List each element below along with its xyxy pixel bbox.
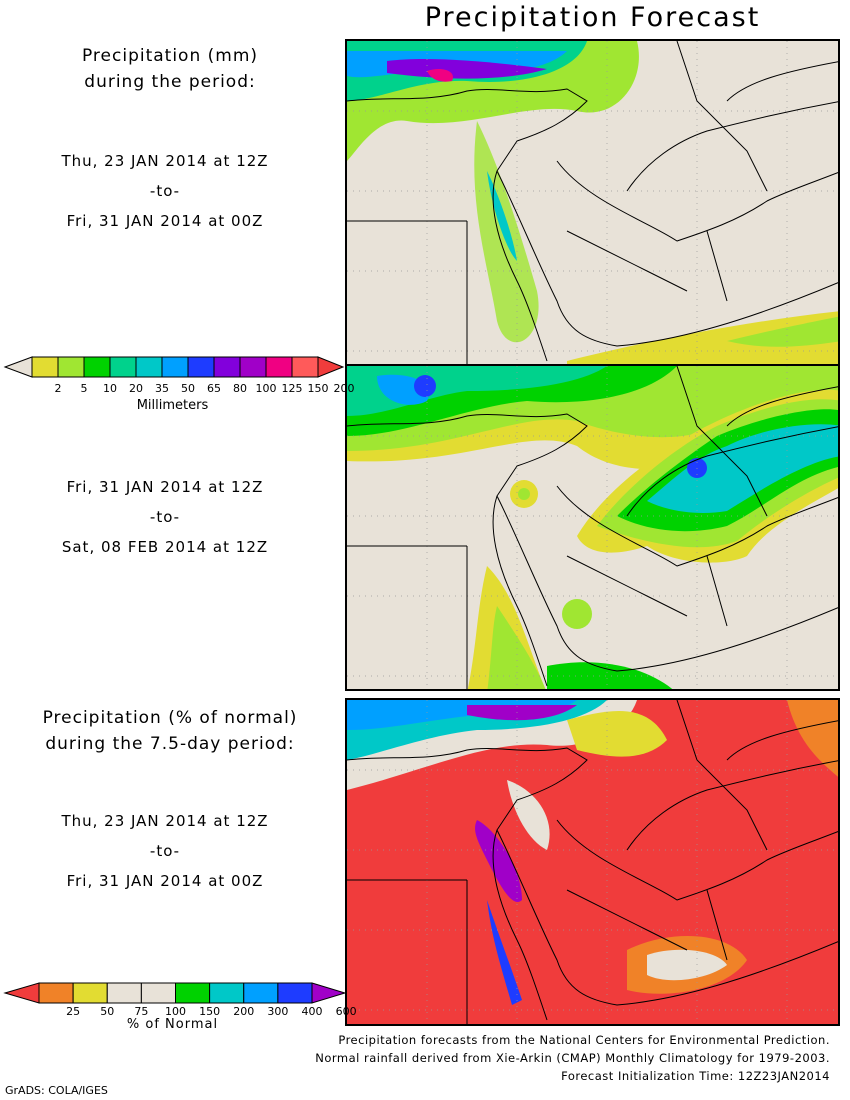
colorbar-tick-label: 65 (207, 382, 221, 395)
colorbar-swatch (140, 982, 176, 1004)
colorbar-tick-label: 200 (333, 382, 355, 395)
colorbar-tick-label: 10 (103, 382, 117, 395)
colorbar-swatch (209, 982, 245, 1004)
colorbar-swatch (243, 982, 279, 1004)
colorbar-swatch (38, 982, 74, 1004)
colorbar-triangle-low (3, 982, 40, 1004)
panel3-label-2: during the 7.5-day period: (45, 734, 295, 754)
colorbar-triangle-high (317, 356, 345, 378)
colorbar-tick-label: 20 (129, 382, 143, 395)
map-panel-percent-normal (345, 698, 840, 1026)
map-panel-week1 (345, 39, 840, 366)
colorbar-percent-normal: 25 50 75 100 150 200 300 400 600 % of Normal (0, 978, 357, 1038)
panel2-end-date: Sat, 08 FEB 2014 at 12Z (61, 538, 269, 556)
credit-line-2: Normal rainfall derived from Xie-Arkin (… (315, 1051, 830, 1065)
colorbar-swatch (106, 982, 142, 1004)
colorbar-swatch (175, 982, 211, 1004)
panel3-start-date: Thu, 23 JAN 2014 at 12Z (61, 812, 269, 830)
colorbar-swatch (161, 356, 189, 378)
colorbar-swatch (72, 982, 108, 1004)
colorbar-millimeters: 2 5 10 20 35 50 65 80 100 125 150 200 Millimeters (0, 352, 355, 413)
panel3-label: Precipitation (% of normal) (42, 708, 298, 728)
colorbar-tick-label: 150 (199, 1005, 221, 1018)
panel3-to: -to- (149, 842, 181, 860)
colorbar-tick-label: 300 (267, 1005, 289, 1018)
panel1-start-date: Thu, 23 JAN 2014 at 12Z (61, 152, 269, 170)
colorbar-swatch (31, 356, 59, 378)
colorbar-mm-unit: Millimeters (136, 398, 209, 413)
colorbar-tick-label: 75 (134, 1005, 149, 1018)
colorbar-tick-label: 5 (80, 382, 88, 395)
colorbar-tick-label: 2 (54, 382, 62, 395)
colorbar-tick-label: 35 (155, 382, 169, 395)
colorbar-swatch (277, 982, 313, 1004)
panel1-label: Precipitation (mm) (81, 46, 259, 66)
colorbar-tick-label: 200 (233, 1005, 255, 1018)
colorbar-pct-swatches (3, 982, 347, 1004)
colorbar-tick-label: 400 (301, 1005, 323, 1018)
colorbar-tick-label: 50 (181, 382, 195, 395)
colorbar-tick-label: 80 (233, 382, 247, 395)
figure-title: Precipitation Forecast (424, 2, 761, 33)
colorbar-mm-swatches (3, 356, 345, 378)
colorbar-tick-label: 600 (335, 1005, 357, 1018)
panel1-label-2: during the period: (84, 72, 256, 92)
colorbar-swatch (187, 356, 215, 378)
colorbar-triangle-low (3, 356, 33, 378)
colorbar-pct-unit: % of Normal (126, 1017, 219, 1032)
colorbar-tick-label: 100 (165, 1005, 186, 1018)
colorbar-tick-label: 125 (281, 382, 303, 395)
credit-line-1: Precipitation forecasts from the Nationa… (338, 1033, 830, 1047)
colorbar-tick-label: 100 (255, 382, 277, 395)
colorbar-swatch (213, 356, 241, 378)
colorbar-swatch (135, 356, 163, 378)
colorbar-swatch (109, 356, 137, 378)
colorbar-tick-label: 50 (100, 1005, 115, 1018)
panel1-to: -to- (149, 182, 181, 200)
map-panel-week2 (345, 364, 840, 691)
colorbar-triangle-high (311, 982, 347, 1004)
colorbar-swatch (291, 356, 319, 378)
colorbar-tick-label: 25 (66, 1005, 81, 1018)
panel3-end-date: Fri, 31 JAN 2014 at 00Z (66, 872, 264, 890)
panel2-to: -to- (149, 508, 181, 526)
software-credit: GrADS: COLA/IGES (5, 1084, 108, 1097)
colorbar-swatch (239, 356, 267, 378)
panel2-start-date: Fri, 31 JAN 2014 at 12Z (66, 478, 264, 496)
colorbar-swatch (265, 356, 293, 378)
credit-line-3: Forecast Initialization Time: 12Z23JAN20… (561, 1069, 830, 1083)
panel1-end-date: Fri, 31 JAN 2014 at 00Z (66, 212, 264, 230)
colorbar-swatch (57, 356, 85, 378)
colorbar-tick-label: 150 (307, 382, 329, 395)
colorbar-swatch (83, 356, 111, 378)
